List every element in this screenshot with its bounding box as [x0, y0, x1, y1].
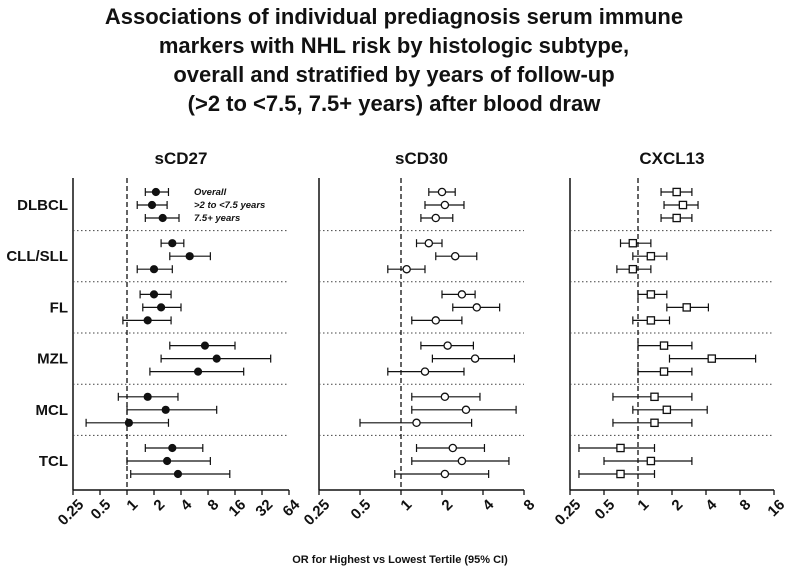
estimate-point — [646, 456, 656, 466]
estimate-point — [707, 354, 717, 363]
estimate-point — [412, 418, 421, 428]
estimate-point — [470, 354, 480, 363]
estimate-point — [149, 265, 159, 274]
x-tick-label: 1 — [397, 496, 415, 514]
estimate-point — [440, 200, 450, 210]
estimate-point — [659, 341, 669, 350]
x-axis-label: OR for Highest vs Lowest Tertile (95% CI… — [292, 554, 508, 566]
x-tick-label: 2 — [668, 496, 686, 514]
subtype-label-mzl: MZL — [37, 351, 68, 368]
subtype-label-tcl: TCL — [39, 453, 68, 470]
panel-title-scd27: sCD27 — [155, 149, 208, 168]
x-tick-label: 4 — [177, 496, 195, 514]
x-tick-label: 4 — [702, 496, 720, 514]
estimate-point — [443, 341, 452, 350]
estimate-point — [450, 251, 460, 261]
estimate-point — [424, 238, 434, 248]
estimate-point — [173, 469, 183, 479]
x-tick-label: 16 — [225, 496, 249, 520]
panel-title-scd30: sCD30 — [395, 149, 448, 168]
title-line-2: markers with NHL risk by histologic subt… — [158, 33, 630, 58]
subtype-label-fl: FL — [50, 299, 68, 316]
x-tick-label: 0.25 — [55, 496, 88, 529]
x-tick-label: 4 — [479, 496, 497, 514]
estimate-point — [646, 251, 656, 261]
title-line-3: overall and stratified by years of follo… — [173, 62, 615, 87]
x-tick-label: 1 — [123, 496, 141, 514]
estimate-point — [628, 264, 638, 274]
estimate-point — [157, 303, 166, 312]
x-tick-label: 0.25 — [301, 496, 334, 529]
legend-label-0: Overall — [194, 187, 227, 198]
estimate-point — [646, 316, 656, 325]
x-tick-label: 0.5 — [348, 496, 375, 523]
estimate-point — [678, 200, 688, 210]
estimate-point — [448, 443, 458, 453]
x-tick-label: 1 — [634, 496, 652, 514]
estimate-point — [457, 290, 467, 299]
estimate-point — [659, 367, 669, 376]
x-tick-label: 8 — [204, 496, 222, 514]
estimate-point — [212, 354, 221, 363]
estimate-point — [650, 392, 659, 402]
estimate-point — [402, 264, 411, 274]
estimate-point — [168, 443, 177, 453]
estimate-point — [616, 469, 625, 479]
estimate-point — [163, 456, 172, 466]
x-tick-label: 16 — [764, 496, 788, 520]
estimate-point — [662, 405, 672, 415]
estimate-point — [143, 392, 152, 401]
estimate-point — [431, 316, 441, 325]
subtype-label-dlbcl: DLBCL — [17, 197, 68, 214]
estimate-point — [472, 303, 482, 312]
estimate-point — [457, 456, 467, 466]
x-tick-label: 0.25 — [552, 496, 585, 529]
estimate-point — [151, 187, 161, 197]
estimate-point — [646, 290, 656, 299]
x-tick-label: 32 — [252, 496, 276, 520]
estimate-point — [124, 418, 134, 427]
estimate-point — [616, 443, 625, 453]
estimate-point — [672, 213, 681, 223]
estimate-point — [440, 392, 450, 402]
estimate-point — [682, 303, 691, 312]
estimate-point — [168, 239, 177, 248]
estimate-point — [672, 187, 681, 197]
x-tick-label: 0.5 — [592, 496, 619, 523]
x-tick-label: 2 — [438, 496, 456, 514]
estimate-point — [440, 469, 450, 479]
x-tick-label: 8 — [520, 496, 538, 514]
estimate-point — [628, 238, 638, 248]
legend-label-2: 7.5+ years — [194, 213, 240, 224]
estimate-point — [193, 367, 203, 376]
x-tick-label: 8 — [736, 496, 754, 514]
x-tick-label: 0.5 — [88, 496, 115, 523]
estimate-point — [161, 405, 170, 414]
estimate-point — [431, 213, 441, 223]
estimate-point — [420, 367, 430, 376]
estimate-point — [650, 418, 659, 428]
estimate-point — [461, 405, 471, 415]
estimate-point — [437, 187, 447, 197]
title-line-4: (>2 to <7.5, 7.5+ years) after blood dra… — [187, 91, 601, 116]
panel-title-cxcl13: CXCL13 — [639, 149, 704, 168]
x-tick-label: 2 — [150, 496, 168, 514]
subtype-label-cll-sll: CLL/SLL — [6, 248, 68, 265]
chart-title: Associations of individual prediagnosis … — [0, 2, 788, 118]
legend-label-1: >2 to <7.5 years — [194, 200, 265, 211]
estimate-point — [185, 252, 194, 261]
estimate-point — [200, 341, 210, 350]
estimate-point — [143, 316, 152, 325]
title-line-1: Associations of individual prediagnosis … — [104, 4, 684, 29]
subtype-label-mcl: MCL — [36, 402, 69, 419]
estimate-point — [158, 213, 167, 223]
estimate-point — [149, 290, 159, 299]
estimate-point — [147, 200, 157, 210]
